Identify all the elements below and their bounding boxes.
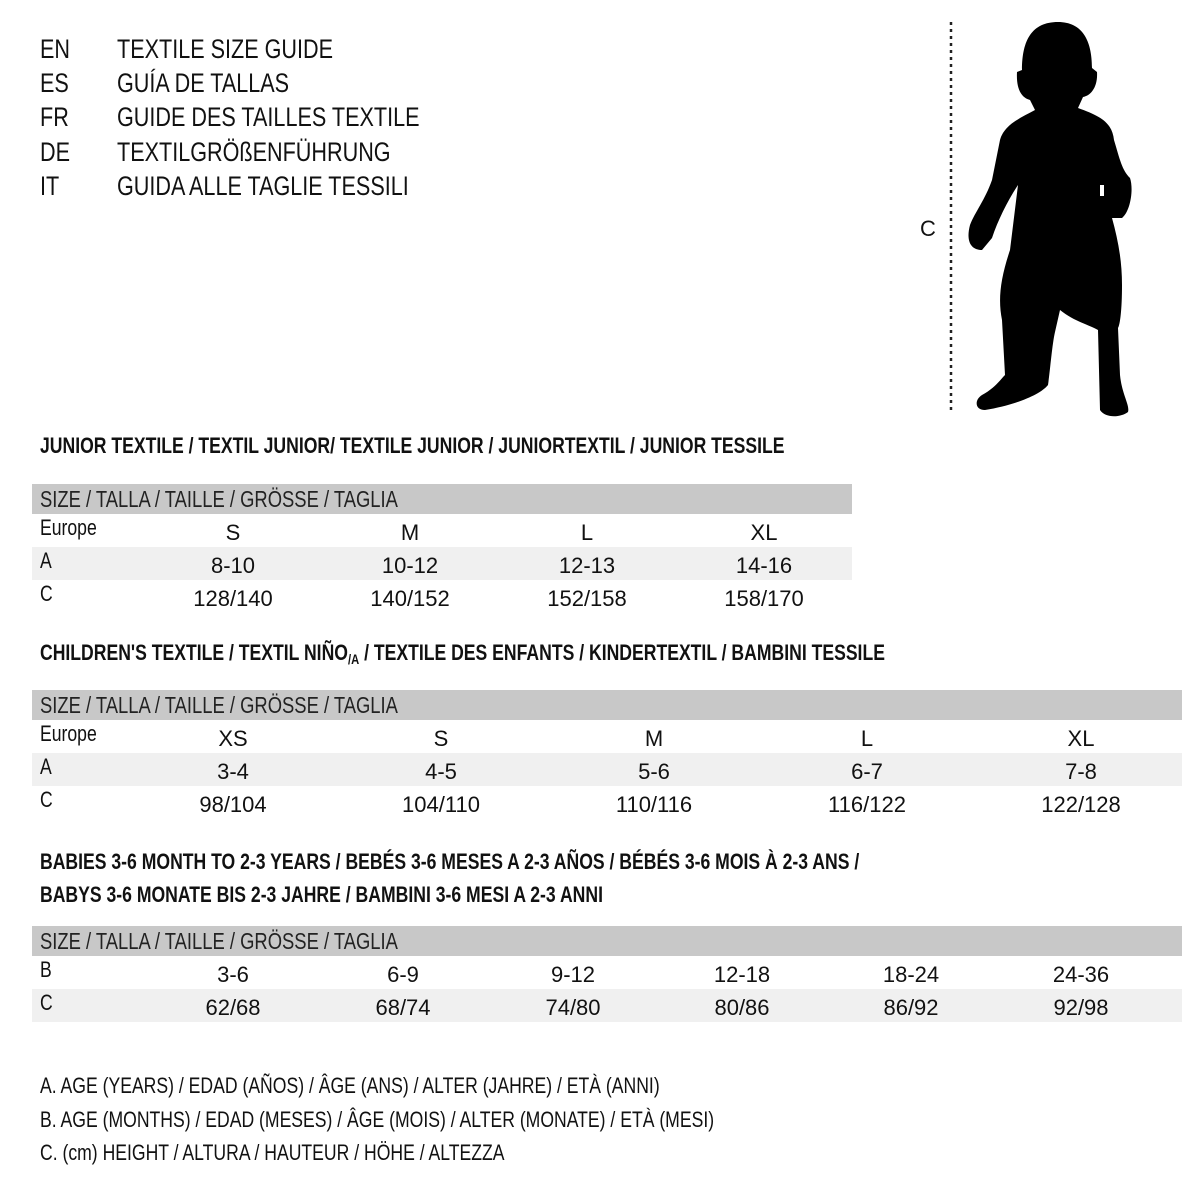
table-row-europe: Europe XS S M L XL [32, 720, 1182, 753]
language-code: ES [40, 68, 69, 98]
table-cell: 6-9 [387, 962, 419, 987]
legend-item-b: B. AGE (MONTHS) / EDAD (MESES) / ÂGE (MO… [40, 1103, 883, 1137]
table-cell: L [860, 726, 874, 751]
language-title: TEXTILE SIZE GUIDE [117, 34, 334, 64]
table-cell: 10-12 [381, 553, 439, 578]
language-title: GUIDE DES TAILLES TEXTILE [117, 102, 420, 132]
table-cell: 3-6 [217, 962, 249, 987]
language-title: GUIDA ALLE TAGLIE TESSILI [117, 171, 409, 201]
babies-heading-text: BABYS 3-6 MONATE BIS 2-3 JAHRE / BAMBINI… [40, 882, 603, 907]
table-cell: 110/116 [615, 792, 693, 817]
table-cell: 12-13 [558, 553, 616, 578]
table-cell: 104/110 [402, 792, 480, 817]
table-cell: S [225, 520, 241, 545]
table-cell: 140/152 [370, 586, 450, 611]
legend-item-c: C. (cm) HEIGHT / ALTURA / HAUTEUR / HÖHE… [40, 1136, 621, 1170]
table-cell: 128/140 [193, 586, 273, 611]
table-row-a: A 3-4 4-5 5-6 6-7 7-8 [32, 753, 1182, 786]
child-silhouette-icon [949, 22, 1132, 417]
table-cell: M [400, 520, 420, 545]
table-cell: XL [1067, 726, 1095, 751]
language-title: GUÍA DE TALLAS [117, 68, 290, 98]
children-heading-subscript: /A [347, 651, 360, 667]
table-cell: 98/104 [199, 792, 267, 817]
table-row-c: C 62/68 68/74 74/80 80/86 86/92 92/98 [32, 989, 1182, 1022]
row-label: C [40, 581, 53, 606]
children-heading: CHILDREN'S TEXTILE / TEXTIL NIÑO/A / TEX… [40, 637, 1096, 675]
table-cell: 74/80 [545, 995, 601, 1020]
children-heading-text: CHILDREN'S TEXTILE / TEXTIL NIÑO [40, 640, 348, 665]
table-cell: 7-8 [1065, 759, 1097, 784]
language-title: TEXTILGRÖßENFÜHRUNG [117, 137, 391, 167]
table-row-b: B 3-6 6-9 9-12 12-18 18-24 24-36 [32, 956, 1182, 989]
row-label: C [40, 990, 53, 1015]
junior-heading: JUNIOR TEXTILE / TEXTIL JUNIOR/ TEXTILE … [40, 430, 971, 462]
table-cell: M [644, 726, 664, 751]
size-header-text: SIZE / TALLA / TAILLE / GRÖSSE / TAGLIA [40, 692, 398, 718]
babies-size-table: SIZE / TALLA / TAILLE / GRÖSSE / TAGLIA … [32, 926, 1182, 1022]
table-cell: XL [750, 520, 778, 545]
children-heading-text-rest: / TEXTILE DES ENFANTS / KINDERTEXTIL / B… [359, 640, 885, 665]
table-cell: XS [218, 726, 248, 751]
table-cell: 86/92 [883, 995, 939, 1020]
size-header-text: SIZE / TALLA / TAILLE / GRÖSSE / TAGLIA [40, 486, 398, 512]
table-cell: 9-12 [550, 962, 596, 987]
babies-heading-line1: BABIES 3-6 MONTH TO 2-3 YEARS / BEBÉS 3-… [40, 846, 1064, 878]
size-header: SIZE / TALLA / TAILLE / GRÖSSE / TAGLIA [32, 484, 852, 514]
table-cell: 80/86 [714, 995, 770, 1020]
legend-text: A. AGE (YEARS) / EDAD (AÑOS) / ÂGE (ANS)… [40, 1073, 660, 1098]
legend-text: B. AGE (MONTHS) / EDAD (MESES) / ÂGE (MO… [40, 1107, 715, 1132]
table-cell: 14-16 [735, 553, 793, 578]
legend-text: C. (cm) HEIGHT / ALTURA / HAUTEUR / HÖHE… [40, 1140, 505, 1165]
size-header: SIZE / TALLA / TAILLE / GRÖSSE / TAGLIA [32, 690, 1182, 720]
table-cell: 12-18 [713, 962, 771, 987]
table-row-europe: Europe S M L XL [32, 514, 852, 547]
row-label: Europe [40, 515, 97, 540]
table-cell: 6-7 [851, 759, 883, 784]
language-code: IT [40, 171, 60, 201]
table-cell: 68/74 [375, 995, 431, 1020]
language-code: FR [40, 102, 69, 132]
table-row-c: C 128/140 140/152 152/158 158/170 [32, 580, 852, 613]
babies-heading-line2: BABYS 3-6 MONATE BIS 2-3 JAHRE / BAMBINI… [40, 879, 744, 911]
table-cell: 116/122 [828, 792, 906, 817]
table-row-a: A 8-10 10-12 12-13 14-16 [32, 547, 852, 580]
height-measure-label: C [920, 216, 936, 241]
row-label: Europe [40, 721, 97, 746]
babies-heading-text: BABIES 3-6 MONTH TO 2-3 YEARS / BEBÉS 3-… [40, 849, 860, 874]
table-cell: L [580, 520, 594, 545]
row-label: A [40, 548, 52, 573]
table-cell: 5-6 [638, 759, 670, 784]
table-cell: S [433, 726, 449, 751]
junior-size-table: SIZE / TALLA / TAILLE / GRÖSSE / TAGLIA … [32, 484, 852, 613]
language-code: EN [40, 34, 71, 64]
row-label: C [40, 787, 53, 812]
table-cell: 122/128 [1041, 792, 1121, 817]
table-row-c: C 98/104 104/110 110/116 116/122 122/128 [32, 786, 1182, 819]
table-cell: 92/98 [1053, 995, 1109, 1020]
legend-item-a: A. AGE (YEARS) / EDAD (AÑOS) / ÂGE (ANS)… [40, 1069, 815, 1103]
table-cell: 3-4 [217, 759, 249, 784]
table-cell: 152/158 [547, 586, 627, 611]
children-size-table: SIZE / TALLA / TAILLE / GRÖSSE / TAGLIA … [32, 690, 1182, 819]
table-cell: 62/68 [205, 995, 261, 1020]
table-cell: 8-10 [210, 553, 256, 578]
row-label: B [40, 957, 52, 982]
size-header: SIZE / TALLA / TAILLE / GRÖSSE / TAGLIA [32, 926, 1182, 956]
row-label: A [40, 754, 52, 779]
table-cell: 24-36 [1052, 962, 1110, 987]
table-cell: 158/170 [724, 586, 804, 611]
table-cell: 18-24 [882, 962, 940, 987]
language-code: DE [40, 137, 71, 167]
table-cell: 4-5 [425, 759, 457, 784]
size-header-text: SIZE / TALLA / TAILLE / GRÖSSE / TAGLIA [40, 928, 398, 954]
junior-heading-text: JUNIOR TEXTILE / TEXTIL JUNIOR/ TEXTILE … [40, 433, 785, 458]
